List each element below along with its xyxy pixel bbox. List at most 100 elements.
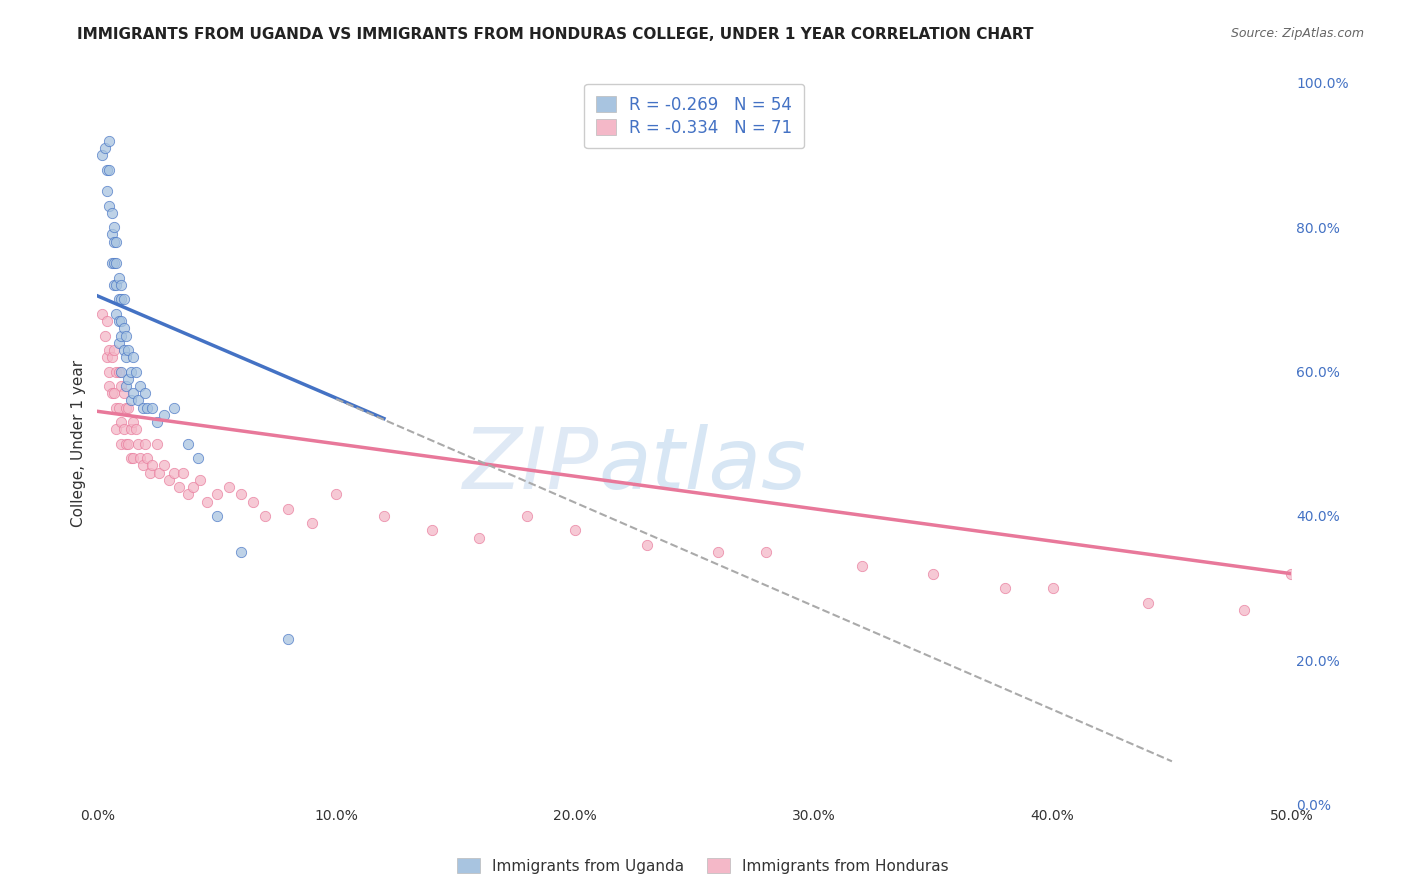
Point [108, 335, 131, 350]
Point [229, 487, 252, 501]
Point [420, 524, 443, 538]
Point [177, 437, 200, 451]
Point [98, 365, 121, 379]
Point [187, 451, 209, 466]
Point [117, 437, 139, 451]
Point [100, 350, 122, 364]
Point [112, 321, 135, 335]
Point [132, 401, 155, 415]
Point [134, 386, 156, 401]
Point [134, 437, 156, 451]
Point [110, 293, 132, 307]
Point [205, 487, 228, 501]
Point [103, 343, 125, 357]
Point [157, 473, 180, 487]
Point [1042, 581, 1064, 595]
Point [468, 531, 491, 545]
Point [136, 401, 159, 415]
Point [105, 401, 128, 415]
Point [1232, 603, 1254, 617]
Point [851, 559, 873, 574]
Point [124, 422, 146, 436]
Point [122, 386, 145, 401]
Point [100, 227, 122, 242]
Legend: Immigrants from Uganda, Immigrants from Honduras: Immigrants from Uganda, Immigrants from … [451, 852, 955, 880]
Point [755, 545, 778, 559]
Point [707, 545, 730, 559]
Point [108, 365, 131, 379]
Point [96, 162, 118, 177]
Point [103, 220, 125, 235]
Point [127, 437, 149, 451]
Point [205, 508, 228, 523]
Point [163, 401, 186, 415]
Point [120, 422, 142, 436]
Point [100, 256, 122, 270]
Point [146, 415, 169, 429]
Point [108, 270, 131, 285]
Text: ZIP: ZIP [463, 424, 599, 507]
Point [96, 350, 118, 364]
Point [229, 545, 252, 559]
Point [325, 487, 347, 501]
Y-axis label: College, Under 1 year: College, Under 1 year [72, 360, 86, 527]
Point [110, 278, 132, 293]
Point [122, 415, 145, 429]
Point [98, 379, 121, 393]
Point [115, 437, 138, 451]
Text: atlas: atlas [599, 424, 807, 507]
Point [122, 350, 145, 364]
Point [98, 162, 121, 177]
Text: IMMIGRANTS FROM UGANDA VS IMMIGRANTS FROM HONDURAS COLLEGE, UNDER 1 YEAR CORRELA: IMMIGRANTS FROM UGANDA VS IMMIGRANTS FRO… [77, 27, 1033, 42]
Point [117, 372, 139, 386]
Point [108, 314, 131, 328]
Point [117, 401, 139, 415]
Point [129, 379, 152, 393]
Point [1279, 566, 1302, 581]
Point [120, 393, 142, 408]
Point [124, 365, 146, 379]
Point [105, 422, 128, 436]
Point [105, 307, 128, 321]
Point [105, 235, 128, 249]
Point [105, 278, 128, 293]
Point [103, 278, 125, 293]
Point [105, 365, 128, 379]
Point [96, 314, 118, 328]
Point [110, 379, 132, 393]
Point [110, 314, 132, 328]
Point [120, 451, 142, 466]
Point [112, 293, 135, 307]
Point [195, 494, 218, 508]
Point [277, 632, 299, 646]
Point [110, 437, 132, 451]
Point [127, 393, 149, 408]
Point [117, 343, 139, 357]
Point [136, 451, 159, 466]
Point [115, 401, 138, 415]
Point [91, 148, 114, 162]
Point [148, 466, 170, 480]
Point [253, 508, 276, 523]
Point [98, 199, 121, 213]
Point [277, 501, 299, 516]
Point [181, 480, 204, 494]
Point [98, 343, 121, 357]
Point [218, 480, 240, 494]
Point [98, 134, 121, 148]
Point [110, 328, 132, 343]
Point [242, 494, 264, 508]
Point [112, 386, 135, 401]
Point [153, 408, 176, 422]
Point [110, 415, 132, 429]
Point [103, 256, 125, 270]
Point [115, 379, 138, 393]
Point [103, 386, 125, 401]
Point [93, 328, 115, 343]
Point [373, 508, 395, 523]
Point [110, 365, 132, 379]
Point [167, 480, 190, 494]
Point [100, 386, 122, 401]
Point [122, 451, 145, 466]
Point [153, 458, 176, 473]
